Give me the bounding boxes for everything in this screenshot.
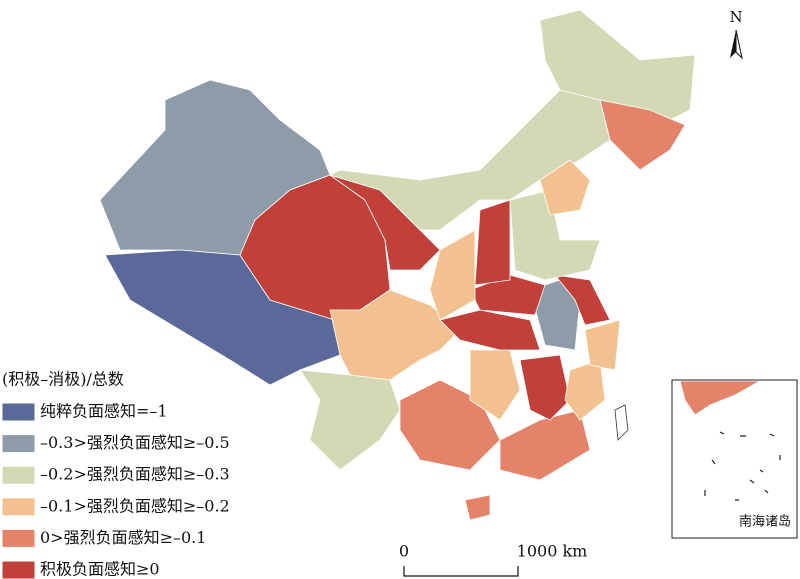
province: [474, 199, 511, 286]
province: [584, 319, 621, 371]
legend-swatch: [1, 434, 36, 454]
scale-start: 0: [399, 542, 409, 561]
province: [328, 89, 611, 231]
province: [599, 99, 686, 171]
legend-label: –0.3>强烈负面感知≥–0.5: [40, 433, 230, 452]
legend-swatch: [1, 465, 36, 485]
legend-swatch: [1, 528, 36, 548]
province: [439, 309, 541, 351]
north-arrow: N: [729, 8, 743, 60]
legend-label: –0.1>强烈负面感知≥–0.2: [40, 496, 230, 515]
legend: (积极–消极)/总数 纯粹负面感知=–1 –0.3>强烈负面感知≥–0.5 –0.2…: [1, 370, 230, 579]
taiwan: [614, 404, 629, 441]
province: [529, 279, 581, 351]
province: [464, 494, 491, 521]
provinces: [99, 9, 696, 521]
north-label: N: [729, 8, 742, 26]
province: [519, 354, 571, 421]
province: [499, 409, 591, 481]
province: [539, 159, 591, 216]
scale-bar: 0 1000 km: [399, 542, 587, 577]
legend-swatch: [1, 402, 36, 422]
province: [329, 289, 461, 381]
province: [299, 369, 401, 471]
scale-end: 1000 km: [517, 542, 588, 561]
legend-label: –0.2>强烈负面感知≥–0.3: [40, 465, 230, 484]
arrow-right: [735, 29, 743, 60]
arrow-left: [730, 30, 736, 58]
inset-label: 南海诸岛: [739, 514, 791, 530]
legend-title: (积极–消极)/总数: [2, 370, 124, 389]
islands: [704, 431, 781, 501]
province: [104, 249, 341, 386]
legend-label: 积极负面感知≥0: [40, 560, 160, 579]
inset-province: [679, 380, 762, 416]
legend-label: 纯粹负面感知=–1: [40, 402, 168, 421]
legend-swatch: [1, 497, 36, 517]
legend-swatch: [1, 560, 36, 579]
scale-line: [403, 566, 519, 577]
province: [429, 229, 476, 321]
province: [564, 359, 606, 421]
inset: 南海诸岛: [671, 379, 798, 539]
province: [554, 274, 611, 326]
legend-label: 0>强烈负面感知≥–0.1: [40, 528, 206, 547]
